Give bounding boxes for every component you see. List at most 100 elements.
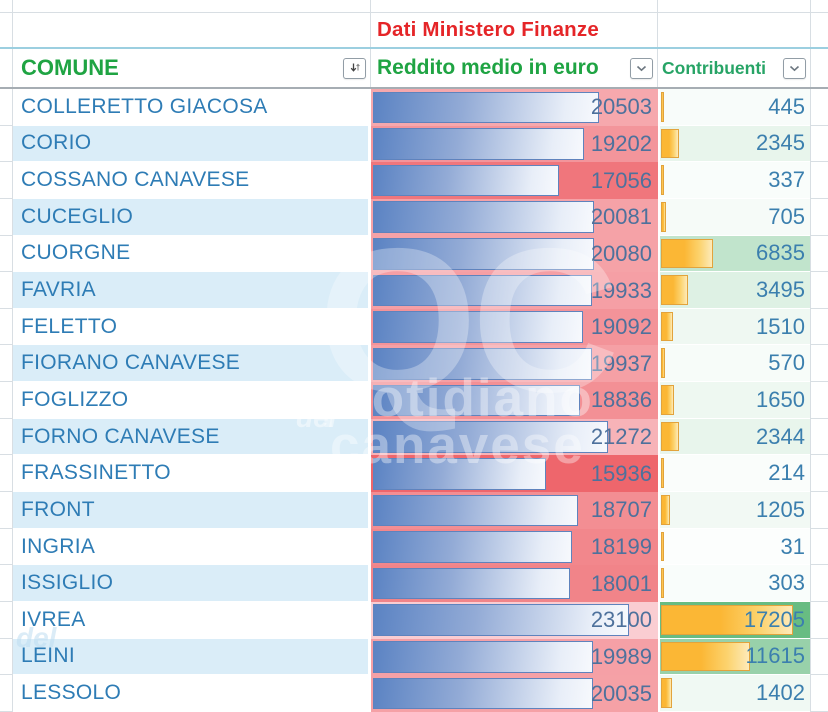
reddito-cell[interactable]: 20081 xyxy=(371,198,658,236)
comune-cell[interactable]: FELETTO xyxy=(13,308,371,346)
reddito-cell[interactable]: 18707 xyxy=(371,492,658,529)
reddito-value: 18836 xyxy=(590,387,652,413)
comune-cell[interactable]: CUCEGLIO xyxy=(13,198,371,236)
table-row: FAVRIA 19933 3495 xyxy=(0,272,828,309)
comune-cell[interactable]: CORIO xyxy=(13,125,371,163)
reddito-value: 19092 xyxy=(590,314,652,340)
reddito-cell[interactable]: 18001 xyxy=(371,565,658,602)
contribuenti-value: 1205 xyxy=(756,496,805,522)
right-gutter-cell xyxy=(810,345,828,383)
contribuenti-cell[interactable]: 3495 xyxy=(658,272,810,309)
reddito-filter-button[interactable] xyxy=(630,57,653,79)
contribuenti-cell[interactable]: 6835 xyxy=(658,235,810,273)
right-gutter-cell xyxy=(810,13,828,47)
reddito-cell[interactable]: 19937 xyxy=(371,345,658,383)
reddito-value: 20503 xyxy=(590,94,652,120)
reddito-cell[interactable]: 21272 xyxy=(371,418,658,456)
reddito-cell[interactable]: 19989 xyxy=(371,638,658,676)
reddito-cell[interactable]: 18836 xyxy=(371,382,658,419)
empty-cell[interactable] xyxy=(658,13,810,47)
comune-cell[interactable]: FRASSINETTO xyxy=(13,455,371,493)
contribuenti-data-bar xyxy=(661,421,679,452)
comune-cell[interactable]: CUORGNE xyxy=(13,235,371,273)
empty-cell xyxy=(658,0,810,13)
contribuenti-value: 1650 xyxy=(756,386,805,412)
table-row: FOGLIZZO 18836 1650 xyxy=(0,382,828,419)
empty-cell[interactable] xyxy=(13,13,371,47)
comune-sort-filter-button[interactable] xyxy=(343,57,366,79)
reddito-cell[interactable]: 20035 xyxy=(371,675,658,712)
contribuenti-cell[interactable]: 337 xyxy=(658,162,810,199)
comune-cell[interactable]: COSSANO CANAVESE xyxy=(13,162,371,199)
empty-cell xyxy=(13,0,371,13)
comune-cell[interactable]: INGRIA xyxy=(13,528,371,566)
contribuenti-cell[interactable]: 1205 xyxy=(658,492,810,529)
reddito-data-bar xyxy=(373,91,599,124)
contribuenti-cell[interactable]: 1510 xyxy=(658,308,810,346)
contribuenti-cell[interactable]: 705 xyxy=(658,198,810,236)
contribuenti-cell[interactable]: 17205 xyxy=(658,601,810,639)
reddito-cell[interactable]: 15936 xyxy=(371,455,658,493)
contribuenti-cell[interactable]: 570 xyxy=(658,345,810,383)
contribuenti-cell[interactable]: 2344 xyxy=(658,418,810,456)
reddito-cell[interactable]: 23100 xyxy=(371,601,658,639)
contribuenti-value: 2345 xyxy=(756,130,805,156)
table-row: INGRIA 18199 31 xyxy=(0,528,828,566)
contribuenti-data-bar xyxy=(661,275,688,305)
comune-name: FORNO CANAVESE xyxy=(21,424,220,448)
contribuenti-cell[interactable]: 1402 xyxy=(658,675,810,712)
left-gutter-cell xyxy=(0,638,13,676)
comune-cell[interactable]: FORNO CANAVESE xyxy=(13,418,371,456)
comune-cell[interactable]: LEINI xyxy=(13,638,371,676)
comune-header-cell[interactable]: COMUNE xyxy=(13,49,371,87)
comune-cell[interactable]: COLLERETTO GIACOSA xyxy=(13,89,371,126)
comune-name: FRASSINETTO xyxy=(21,461,171,485)
contribuenti-data-bar xyxy=(661,495,671,525)
contribuenti-value: 445 xyxy=(768,93,805,119)
contribuenti-cell[interactable]: 31 xyxy=(658,528,810,566)
comune-cell[interactable]: FOGLIZZO xyxy=(13,382,371,419)
table-row: LEINI 19989 11615 xyxy=(0,638,828,676)
reddito-value: 19933 xyxy=(590,277,652,303)
reddito-cell[interactable]: 20503 xyxy=(371,89,658,126)
right-gutter-cell xyxy=(810,0,828,13)
contribuenti-value: 1402 xyxy=(756,680,805,706)
left-gutter-cell xyxy=(0,162,13,199)
reddito-cell[interactable]: 19933 xyxy=(371,272,658,309)
right-gutter-cell xyxy=(810,492,828,529)
reddito-cell[interactable]: 19092 xyxy=(371,308,658,346)
contribuenti-cell[interactable]: 1650 xyxy=(658,382,810,419)
comune-cell[interactable]: FIORANO CANAVESE xyxy=(13,345,371,383)
contribuenti-cell[interactable]: 445 xyxy=(658,89,810,126)
comune-cell[interactable]: FRONT xyxy=(13,492,371,529)
contribuenti-cell[interactable]: 11615 xyxy=(658,638,810,676)
comune-cell[interactable]: ISSIGLIO xyxy=(13,565,371,602)
reddito-cell[interactable]: 18199 xyxy=(371,528,658,566)
contribuenti-cell[interactable]: 303 xyxy=(658,565,810,602)
comune-cell[interactable]: IVREA xyxy=(13,601,371,639)
title-cell[interactable]: Dati Ministero Finanze xyxy=(371,13,658,47)
comune-cell[interactable]: LESSOLO xyxy=(13,675,371,712)
contribuenti-filter-button[interactable] xyxy=(783,57,806,79)
left-gutter-cell xyxy=(0,13,13,47)
comune-name: COSSANO CANAVESE xyxy=(21,168,250,192)
top-strip xyxy=(0,0,828,13)
reddito-header-cell[interactable]: Reddito medio in euro xyxy=(371,49,658,87)
reddito-cell[interactable]: 19202 xyxy=(371,125,658,163)
reddito-cell[interactable]: 20080 xyxy=(371,235,658,273)
contribuenti-value: 570 xyxy=(768,350,805,376)
contribuenti-data-bar xyxy=(661,92,665,122)
contribuenti-cell[interactable]: 2345 xyxy=(658,125,810,163)
comune-cell[interactable]: FAVRIA xyxy=(13,272,371,309)
comune-name: LEINI xyxy=(21,644,76,668)
contribuenti-value: 337 xyxy=(768,167,805,193)
page-title: Dati Ministero Finanze xyxy=(377,18,599,41)
contribuenti-cell[interactable]: 214 xyxy=(658,455,810,493)
reddito-data-bar xyxy=(373,164,559,197)
contribuenti-value: 705 xyxy=(768,203,805,229)
table-body: COLLERETTO GIACOSA 20503 445 CORIO 19202… xyxy=(0,89,828,712)
table-row: ISSIGLIO 18001 303 xyxy=(0,565,828,602)
reddito-cell[interactable]: 17056 xyxy=(371,162,658,199)
contribuenti-header-cell[interactable]: Contribuenti xyxy=(658,49,810,87)
